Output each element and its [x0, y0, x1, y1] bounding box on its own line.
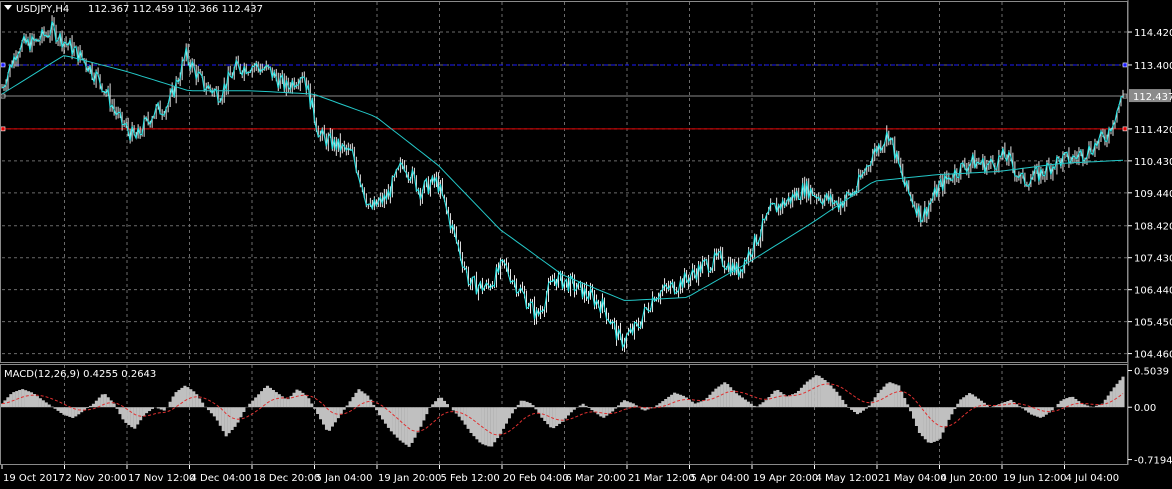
macd-axis-labels: 0.5039 0.00 -0.7194 — [1128, 367, 1172, 467]
x-tick-label: 17 Nov 12:00 — [128, 473, 195, 484]
y-tick-label: 105.450 — [1134, 318, 1172, 329]
price-axis-labels: 114.420 113.400 112.437 111.420 110.430 109.4… — [1128, 28, 1172, 361]
y-tick-label: 104.460 — [1134, 350, 1172, 361]
x-tick-label: 5 Feb 12:00 — [441, 473, 500, 484]
x-tick-label: 4 Jul 04:00 — [1066, 473, 1120, 484]
y-tick-label: 108.420 — [1134, 222, 1172, 233]
line-handle[interactable] — [0, 62, 6, 68]
macd-signal-line — [1, 383, 1124, 436]
line-handle[interactable] — [0, 126, 6, 132]
macd-label: MACD(12,26,9) 0.4255 0.2643 — [4, 369, 156, 380]
y-tick-label: 113.400 — [1134, 61, 1172, 72]
line-handle[interactable] — [1122, 126, 1128, 132]
x-tick-label: 4 May 12:00 — [816, 473, 878, 484]
price-line — [1, 21, 1124, 350]
last-price-box — [1129, 89, 1171, 103]
price-marks — [1, 15, 1124, 353]
y-tick-label: 114.420 — [1134, 28, 1172, 39]
x-tick-label: 5 Jan 04:00 — [316, 473, 373, 484]
x-tick-label: 19 Jan 20:00 — [378, 473, 441, 484]
ohlc-values: 112.367 112.459 112.366 112.437 — [88, 4, 263, 15]
y-tick-label: 107.430 — [1134, 254, 1172, 265]
x-tick-label: 5 Apr 04:00 — [691, 473, 750, 484]
horizontal-lines — [0, 62, 1128, 132]
line-handle[interactable] — [1122, 62, 1128, 68]
x-tick-label: 18 Dec 20:00 — [253, 473, 320, 484]
y-tick-label: 110.430 — [1134, 157, 1172, 168]
x-tick-label: 20 Feb 04:00 — [503, 473, 569, 484]
y-tick-label: 111.420 — [1134, 125, 1172, 136]
macd-y-tick-label: 0.00 — [1134, 403, 1156, 414]
last-price-label: 112.437 — [1133, 92, 1172, 103]
price-grid — [2, 2, 1127, 362]
chart-header: USDJPY,H4 112.367 112.459 112.366 112.43… — [4, 4, 263, 380]
x-tick-label: 4 Jun 20:00 — [941, 473, 998, 484]
time-axis-labels: 19 Oct 2017 2 Nov 20:00 17 Nov 12:004 Dec … — [1, 465, 1120, 484]
x-tick-label: 21 May 04:00 — [878, 473, 947, 484]
x-tick-label: 4 Dec 04:00 — [191, 473, 252, 484]
x-tick-label: 19 Oct 2017 — [3, 473, 65, 484]
moving-average-line — [1, 55, 1124, 301]
x-tick-label: 19 Apr 20:00 — [753, 473, 818, 484]
y-tick-label: 106.440 — [1134, 286, 1172, 297]
x-tick-label: 6 Mar 20:00 — [566, 473, 626, 484]
macd-y-tick-label: -0.7194 — [1134, 456, 1172, 467]
chart-frame — [0, 0, 1129, 465]
x-tick-label: 21 Mar 12:00 — [628, 473, 695, 484]
macd-y-tick-label: 0.5039 — [1134, 367, 1169, 378]
macd-marks — [0, 375, 1125, 447]
chevron-down-icon[interactable] — [4, 5, 12, 10]
x-tick-label: 2 Nov 20:00 — [66, 473, 127, 484]
y-tick-label: 109.440 — [1134, 189, 1172, 200]
symbol-label: USDJPY,H4 — [16, 4, 69, 15]
x-tick-label: 19 Jun 12:00 — [1003, 473, 1067, 484]
